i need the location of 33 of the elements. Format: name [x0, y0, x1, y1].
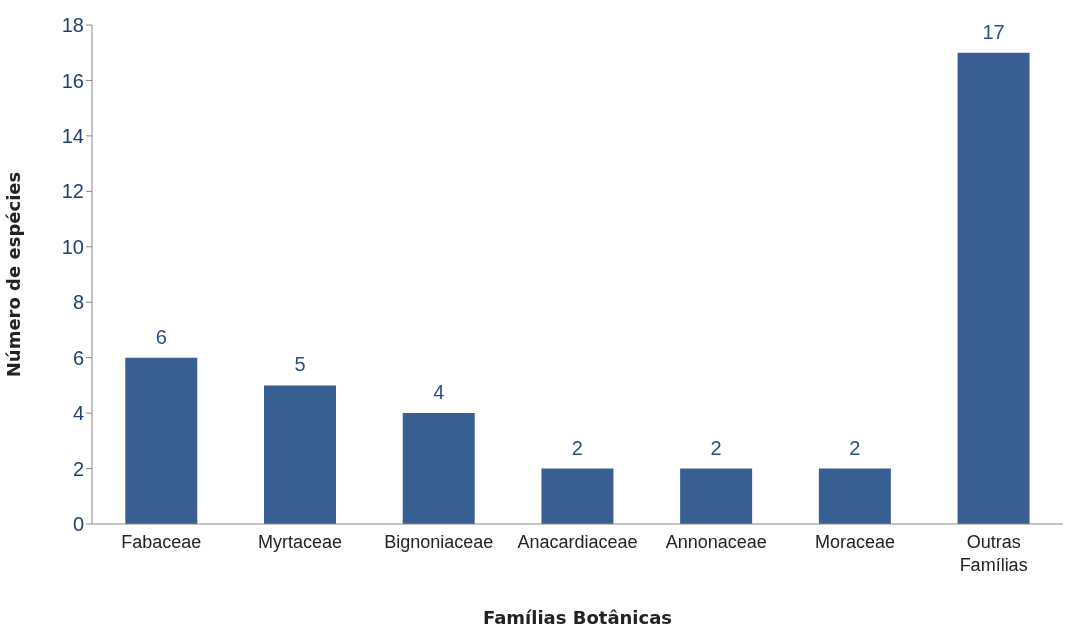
y-tick-label: 14 — [61, 124, 84, 147]
y-tick-label: 8 — [72, 291, 84, 314]
x-tick-label: Bignoniaceae — [384, 532, 494, 552]
data-label: 2 — [849, 436, 861, 459]
data-label: 4 — [433, 381, 445, 404]
y-tick-label: 4 — [72, 402, 84, 425]
bar — [402, 413, 475, 524]
x-tick-label: Annonaceae — [665, 532, 767, 552]
y-tick-label: 0 — [72, 513, 84, 536]
data-label: 6 — [155, 325, 167, 348]
y-tick-label: 12 — [61, 180, 84, 203]
data-label: 2 — [710, 436, 722, 459]
bar — [541, 468, 614, 524]
x-axis-title: Famílias Botânicas — [482, 607, 673, 628]
y-tick-label: 10 — [61, 235, 84, 258]
data-label: 17 — [982, 20, 1005, 43]
x-tick-label: Moraceae — [814, 532, 895, 552]
bar — [818, 468, 891, 524]
y-tick-label: 18 — [61, 14, 84, 37]
x-tick-label: Myrtaceae — [258, 532, 343, 552]
y-tick-label: 6 — [72, 346, 84, 369]
bar — [680, 468, 753, 524]
y-tick-label: 16 — [61, 69, 84, 92]
x-tick-label: Anacardiaceae — [517, 532, 638, 552]
x-tick-label: Outras Famílias — [959, 532, 1028, 575]
y-axis-title: Número de espécies — [3, 171, 25, 378]
bar — [957, 52, 1030, 524]
bar — [125, 357, 198, 524]
y-tick-label: 2 — [72, 457, 84, 480]
data-label: 5 — [294, 353, 306, 376]
data-label: 2 — [571, 436, 583, 459]
x-tick-label: Fabaceae — [121, 532, 202, 552]
bar — [264, 385, 337, 524]
